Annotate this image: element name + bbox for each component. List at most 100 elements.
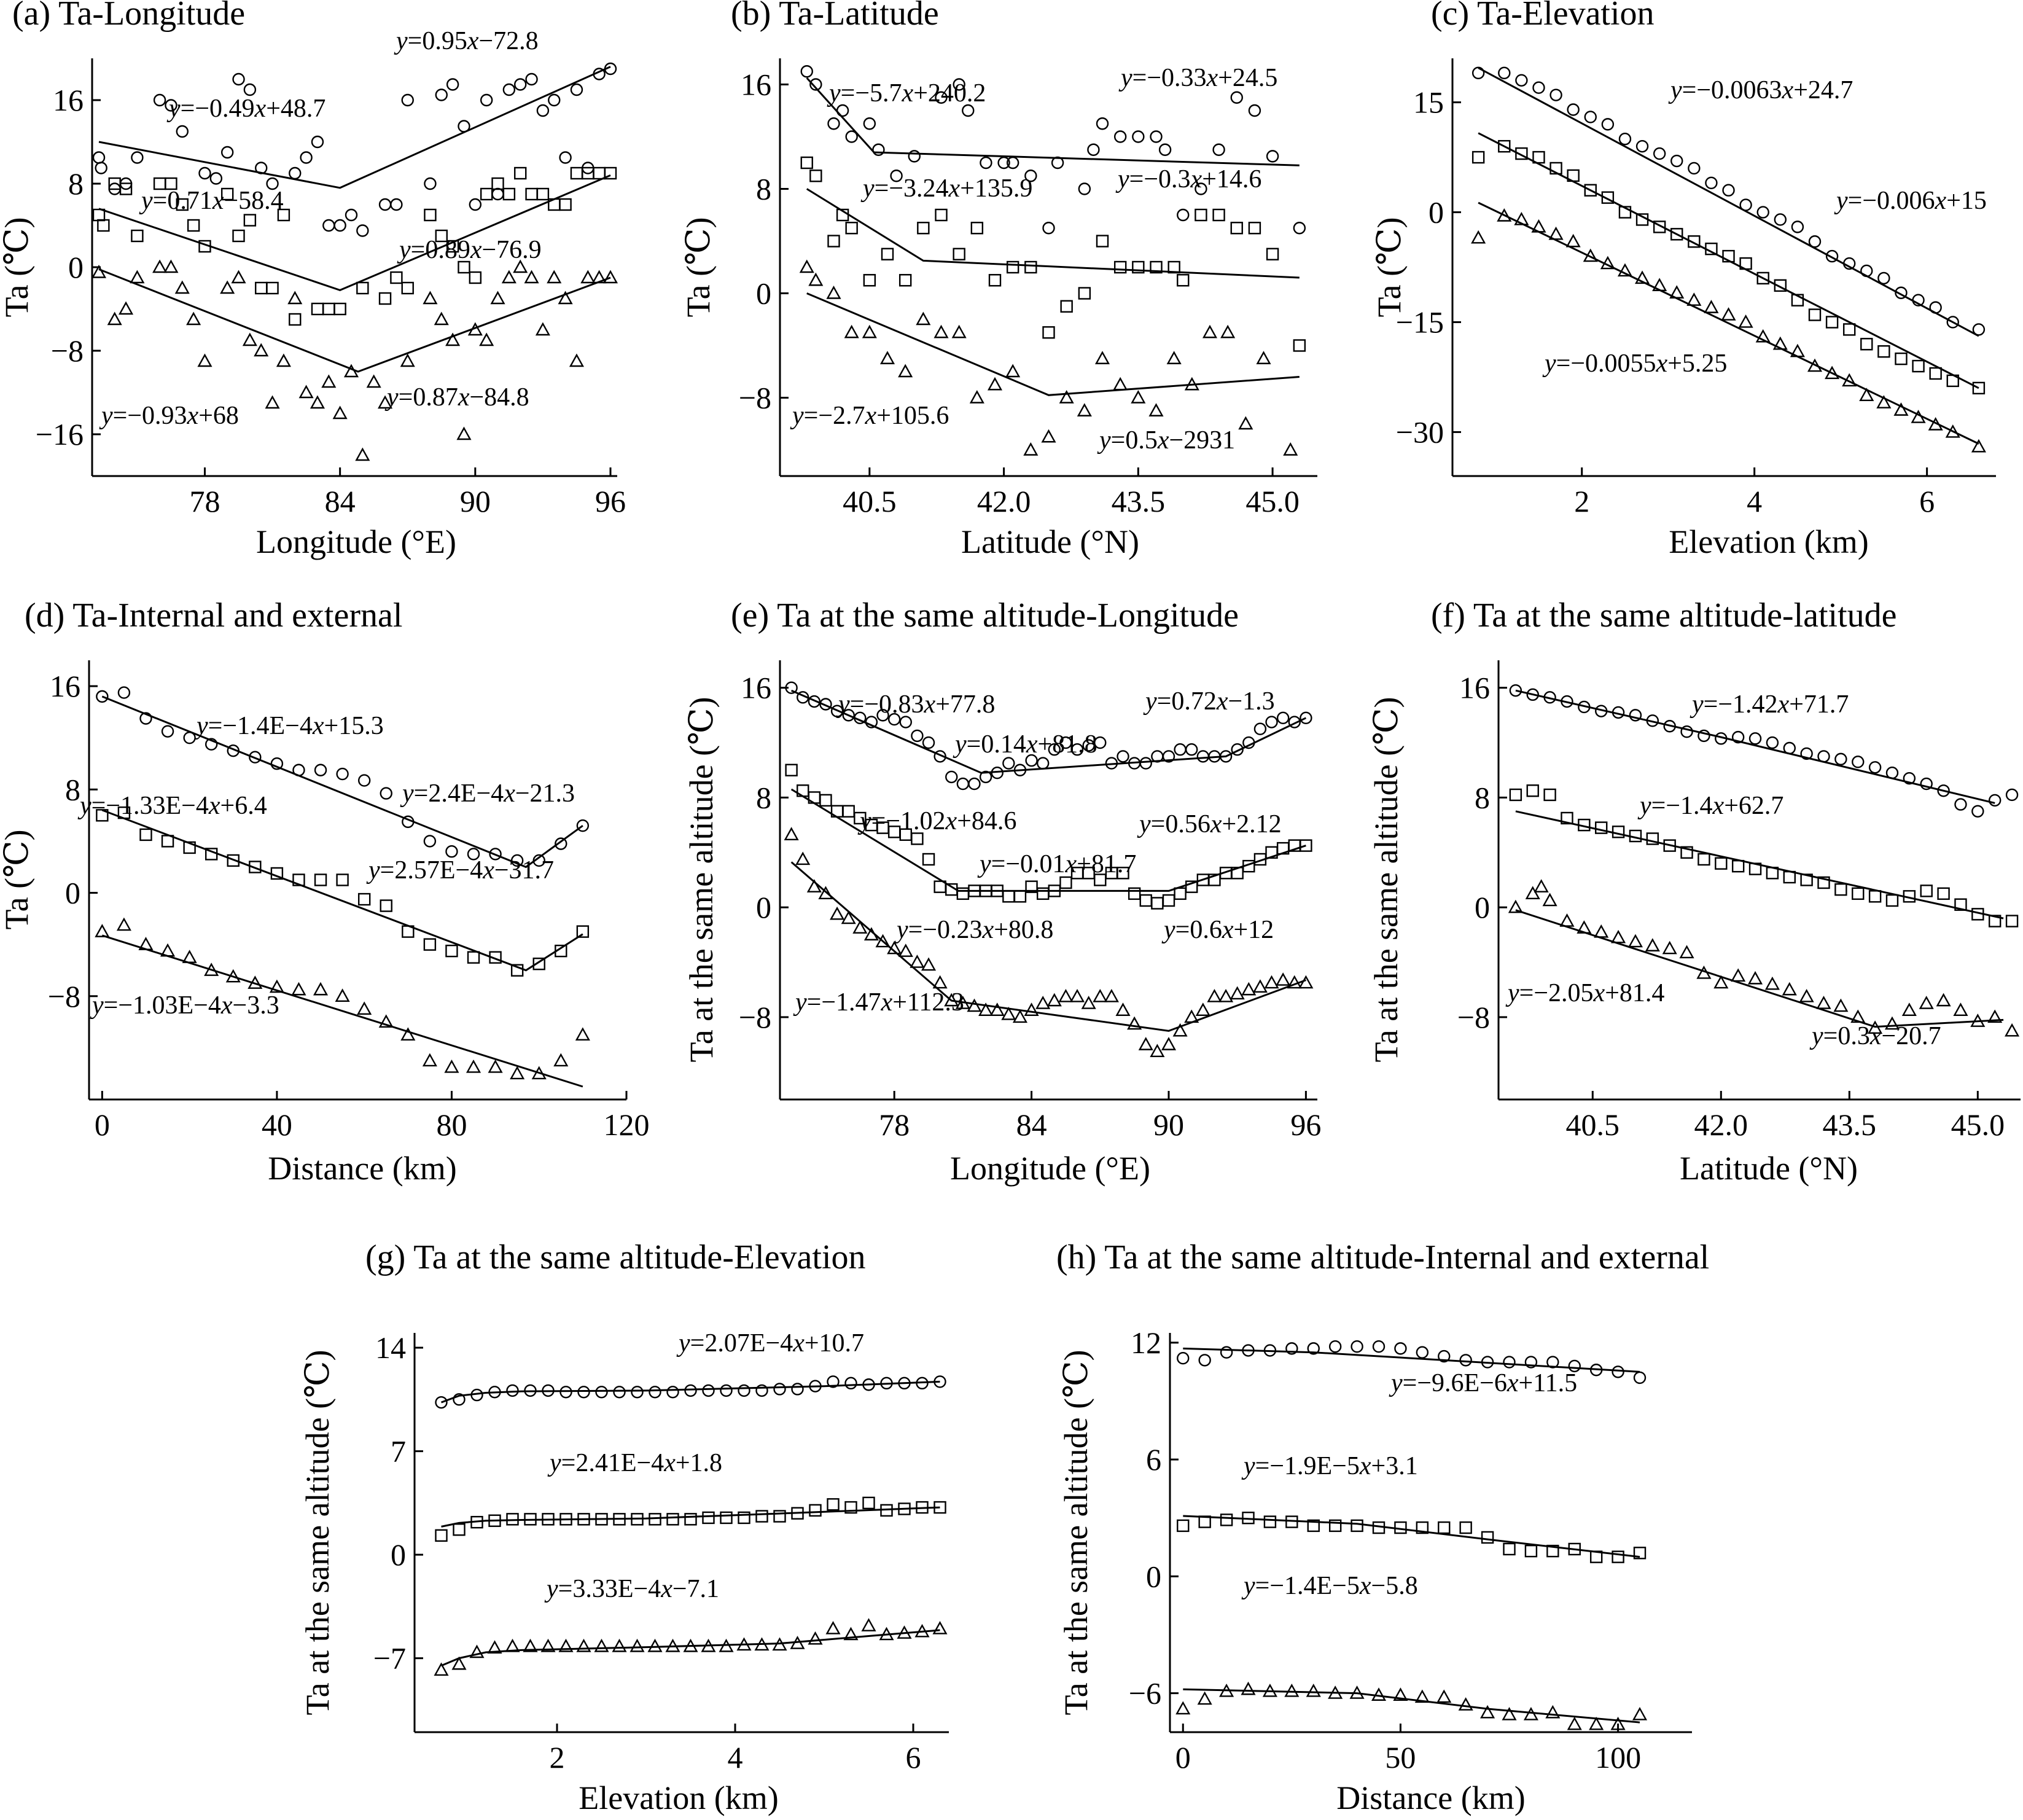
x-tick-label: 84 bbox=[1016, 1107, 1047, 1142]
data-point-circle bbox=[314, 764, 327, 776]
data-point-square bbox=[1578, 818, 1591, 832]
data-point-circle bbox=[198, 166, 211, 180]
data-point-circle bbox=[542, 1384, 555, 1397]
data-point-circle bbox=[514, 78, 527, 91]
y-tick-label: 16 bbox=[50, 669, 80, 703]
equation-label: y=−1.9E−5x+3.1 bbox=[1241, 1452, 1418, 1480]
data-point-triangle bbox=[1172, 1023, 1188, 1037]
data-point-triangle bbox=[488, 1059, 503, 1073]
equation-label: y=−0.006x+15 bbox=[1834, 187, 1987, 215]
x-tick-label: 40 bbox=[262, 1107, 292, 1142]
data-point-circle bbox=[1852, 756, 1865, 768]
data-point-triangle bbox=[591, 270, 607, 284]
data-point-triangle bbox=[799, 259, 814, 273]
data-point-triangle bbox=[553, 1053, 569, 1067]
data-point-circle bbox=[1509, 684, 1522, 697]
data-point-square bbox=[176, 198, 189, 211]
data-point-circle bbox=[401, 93, 414, 107]
data-point-triangle bbox=[989, 1002, 1005, 1016]
data-point-circle bbox=[1328, 1340, 1342, 1353]
data-point-triangle bbox=[1127, 1016, 1142, 1030]
data-point-circle bbox=[577, 1386, 590, 1399]
data-point-triangle bbox=[808, 1631, 823, 1645]
y-tick-label: 16 bbox=[1459, 671, 1490, 705]
data-point-triangle bbox=[400, 1027, 416, 1041]
data-point-circle bbox=[934, 1375, 946, 1388]
data-point-circle bbox=[153, 93, 166, 107]
data-point-square bbox=[1698, 853, 1710, 866]
data-point-square bbox=[862, 1496, 875, 1510]
data-point-circle bbox=[356, 224, 369, 237]
data-point-triangle bbox=[1514, 211, 1529, 225]
data-point-circle bbox=[380, 787, 392, 800]
data-point-triangle bbox=[1497, 208, 1512, 222]
series-triangle bbox=[799, 259, 1298, 456]
y-tick-label: −7 bbox=[373, 1641, 406, 1676]
series-triangle bbox=[784, 827, 1314, 1057]
data-point-triangle bbox=[1081, 996, 1096, 1009]
data-point-square bbox=[1013, 890, 1027, 903]
data-point-circle bbox=[570, 83, 583, 96]
data-point-triangle bbox=[335, 988, 350, 1002]
data-point-circle bbox=[1248, 104, 1261, 117]
data-point-square bbox=[827, 235, 840, 248]
data-point-square bbox=[1549, 162, 1562, 175]
series-square bbox=[92, 166, 617, 326]
data-point-triangle bbox=[1901, 1002, 1917, 1016]
data-point-square bbox=[1036, 887, 1050, 900]
data-point-circle bbox=[991, 767, 1004, 779]
data-point-circle bbox=[1748, 732, 1762, 745]
data-point-circle bbox=[1117, 750, 1129, 763]
data-point-square bbox=[1885, 894, 1899, 907]
data-point-square bbox=[1635, 213, 1649, 226]
data-point-triangle bbox=[1001, 1006, 1016, 1020]
equation-label: y=−0.83x+77.8 bbox=[836, 690, 995, 719]
equation-label: y=0.14x+81.8 bbox=[953, 730, 1097, 759]
data-point-triangle bbox=[1632, 1706, 1648, 1720]
equation-label: y=−5.7x+240.2 bbox=[827, 79, 986, 107]
data-point-circle bbox=[1670, 154, 1683, 168]
data-point-circle bbox=[934, 750, 946, 763]
data-point-square bbox=[1903, 890, 1916, 903]
y-tick-label: 14 bbox=[375, 1330, 406, 1365]
data-point-square bbox=[898, 274, 912, 287]
x-tick-label: 43.5 bbox=[1823, 1107, 1877, 1142]
data-point-triangle bbox=[1747, 971, 1763, 985]
data-point-triangle bbox=[1772, 336, 1788, 350]
data-point-triangle bbox=[1148, 403, 1164, 416]
data-point-square bbox=[92, 208, 106, 222]
data-point-triangle bbox=[1283, 442, 1298, 456]
data-point-triangle bbox=[630, 1638, 645, 1652]
data-point-square bbox=[1567, 169, 1580, 182]
data-point-circle bbox=[830, 705, 844, 717]
data-point-triangle bbox=[434, 311, 449, 326]
data-point-square bbox=[854, 811, 867, 825]
data-point-square bbox=[791, 1507, 804, 1520]
data-point-circle bbox=[1132, 130, 1145, 143]
data-point-circle bbox=[1920, 777, 1933, 791]
y-tick-label: −8 bbox=[51, 334, 84, 368]
data-point-triangle bbox=[1093, 988, 1108, 1002]
data-point-circle bbox=[1912, 294, 1925, 307]
data-point-square bbox=[446, 240, 459, 253]
data-point-square bbox=[785, 764, 798, 776]
data-point-circle bbox=[1526, 688, 1539, 701]
data-point-circle bbox=[96, 690, 109, 703]
data-point-triangle bbox=[1842, 373, 1857, 387]
data-point-triangle bbox=[220, 280, 235, 294]
data-point-circle bbox=[862, 1378, 875, 1391]
x-axis-label: Distance (km) bbox=[268, 1150, 456, 1187]
data-point-triangle bbox=[1175, 1701, 1191, 1715]
data-point-square bbox=[1852, 887, 1865, 900]
fit-line bbox=[1183, 1347, 1640, 1373]
data-point-triangle bbox=[1531, 219, 1546, 233]
x-tick-label: 0 bbox=[95, 1107, 110, 1142]
data-point-triangle bbox=[332, 405, 348, 420]
series-triangle bbox=[95, 917, 590, 1080]
data-point-triangle bbox=[647, 1638, 663, 1652]
panel-title: (c) Ta-Elevation bbox=[1431, 0, 1655, 33]
data-point-triangle bbox=[130, 270, 145, 284]
data-point-triangle bbox=[1627, 934, 1643, 948]
data-point-square bbox=[532, 957, 545, 971]
data-point-triangle bbox=[898, 364, 913, 378]
